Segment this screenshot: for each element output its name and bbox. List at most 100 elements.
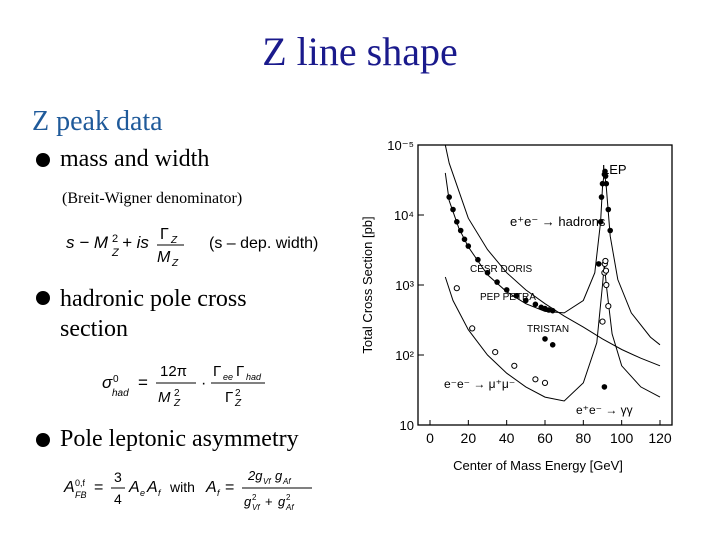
svg-text:2: 2 [235, 388, 241, 399]
svg-text:g: g [275, 468, 283, 483]
x-tick-label: 120 [648, 430, 672, 446]
svg-text:Γ: Γ [236, 363, 244, 380]
svg-text:A: A [63, 479, 75, 496]
y-tick-label: 10³ [395, 278, 414, 293]
data-point [607, 227, 614, 234]
x-tick-label: 80 [576, 430, 592, 446]
svg-text:Z: Z [170, 235, 178, 246]
svg-text:g: g [244, 494, 252, 509]
bullet-hadronic-pole: hadronic pole cross section [36, 284, 316, 344]
bullet-dot-icon [36, 291, 50, 305]
cross-section-chart: 0 20 40 60 80 100 120 10 10² 10³ 10⁴ 10⁻⁵ Center o… [360, 138, 673, 473]
annotation-gammagamma: e⁺e⁻ → γγ [576, 403, 633, 417]
y-tick-label: 10⁻⁵ [387, 138, 414, 153]
bullet-mass-width: mass and width [36, 146, 209, 173]
svg-text:A: A [146, 479, 158, 496]
afb-formula: A 0,f FB = 3 4 A e A f with A f = 2g Vf … [63, 468, 312, 512]
svg-text:g: g [278, 494, 286, 509]
svg-text:0: 0 [113, 374, 119, 385]
section-subtitle: Z peak data [32, 106, 163, 137]
bullet-dot-icon [36, 433, 50, 447]
data-point [605, 303, 612, 310]
svg-text:=: = [94, 479, 103, 496]
data-point [465, 243, 472, 249]
svg-text:M: M [157, 249, 171, 266]
x-tick-label: 60 [537, 430, 553, 446]
data-point [450, 206, 456, 213]
data-point [541, 379, 549, 386]
data-point [549, 342, 556, 348]
svg-text:2: 2 [174, 388, 180, 399]
data-point [475, 256, 481, 263]
data-point [603, 281, 610, 289]
x-tick-label: 20 [461, 430, 477, 446]
svg-text:f: f [217, 488, 221, 498]
bullet-leptonic-asymmetry: Pole leptonic asymmetry [36, 426, 299, 453]
data-point [457, 227, 464, 234]
with-word: with [169, 479, 195, 495]
bullet-dot-icon [36, 153, 50, 167]
x-axis-label: Center of Mass Energy [GeV] [453, 458, 623, 473]
data-point [602, 173, 609, 179]
svg-text:Γ: Γ [213, 363, 221, 380]
svg-text:had: had [112, 388, 129, 399]
svg-text:Af: Af [285, 503, 294, 512]
x-tick-label: 0 [426, 430, 434, 446]
data-point [597, 219, 604, 225]
annotation-hadrons: e⁺e⁻ → hadrons [510, 214, 606, 229]
data-point [549, 307, 556, 314]
data-point [503, 287, 510, 293]
series-line-2 [444, 144, 661, 367]
data-point [599, 318, 606, 325]
annotation-lep: LEP [602, 162, 627, 177]
annotation-mumu: e⁻e⁻ → μ⁺μ⁻ [444, 377, 515, 391]
svg-text:Vf: Vf [263, 477, 271, 486]
annotation-cesr-doris: CESR DORIS [470, 264, 533, 275]
data-point [492, 349, 499, 356]
svg-text:A: A [128, 479, 140, 496]
svg-text:Z: Z [171, 258, 179, 269]
x-tick-label: 40 [499, 430, 515, 446]
bullet-label: Pole leptonic asymmetry [60, 426, 299, 452]
svg-text:2: 2 [252, 493, 257, 502]
svg-text:Z: Z [111, 247, 120, 259]
data-point [469, 325, 476, 332]
data-point [602, 257, 609, 265]
svg-text:+ is: + is [122, 233, 149, 252]
svg-text:4: 4 [114, 491, 122, 507]
y-axis-label: Total Cross Section [pb] [360, 216, 375, 353]
data-point [598, 194, 605, 200]
data-point [453, 285, 460, 292]
svg-text:2: 2 [112, 233, 118, 245]
bullet-label: hadronic pole cross section [60, 286, 247, 342]
y-tick-label: 10² [395, 348, 414, 363]
data-point [484, 269, 491, 276]
svg-text:Af: Af [282, 477, 291, 486]
svg-text:f: f [158, 488, 162, 498]
svg-text:2g: 2g [247, 468, 263, 483]
svg-text:A: A [205, 479, 217, 496]
svg-text:e: e [140, 488, 145, 498]
svg-text:had: had [246, 372, 262, 382]
svg-text:=: = [138, 373, 148, 392]
series-line-1 [444, 263, 661, 402]
svg-text:M: M [158, 389, 171, 406]
bullet-label: mass and width [60, 146, 210, 172]
slide-title: Z line shape [262, 29, 458, 74]
svg-text:3: 3 [114, 469, 122, 485]
data-point [461, 236, 468, 243]
data-point [603, 180, 610, 187]
svg-text:Vf: Vf [252, 503, 260, 512]
data-point [602, 267, 610, 274]
data-point [605, 206, 612, 213]
svg-text:2: 2 [286, 493, 291, 502]
x-tick-label: 100 [610, 430, 634, 446]
svg-text:FB: FB [75, 490, 87, 500]
svg-text:12π: 12π [160, 363, 187, 380]
svg-text:Γ: Γ [225, 389, 233, 406]
svg-text:Z: Z [173, 398, 181, 409]
data-point [513, 293, 520, 299]
data-point [532, 376, 539, 383]
svg-text:=: = [225, 479, 234, 496]
data-point [542, 336, 548, 342]
